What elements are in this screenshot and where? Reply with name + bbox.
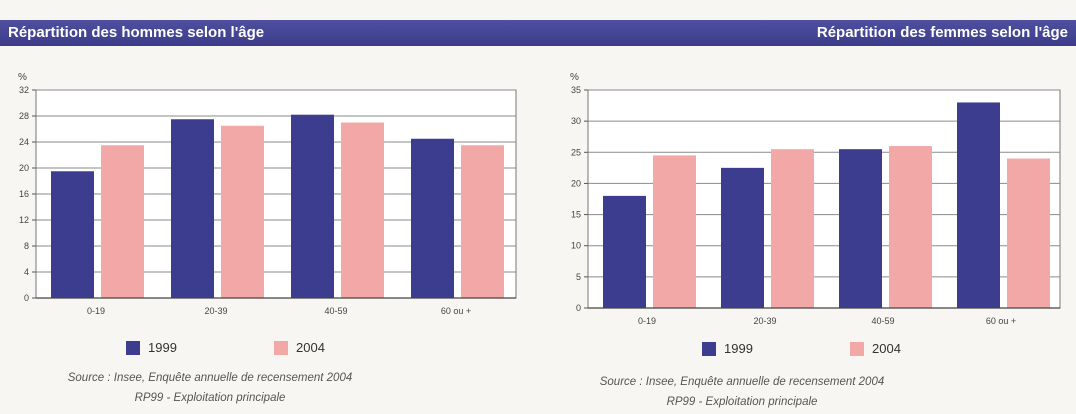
women-y-tick-label: 35 [571, 85, 581, 95]
men-y-tick-label: 32 [19, 85, 29, 95]
men-source-note: Source : Insee, Enquête annuelle de rece… [20, 368, 400, 408]
women-y-tick-label: 0 [576, 303, 581, 313]
women-chart-title: Répartition des femmes selon l'âge [816, 24, 1068, 41]
women-legend-label-1999: 1999 [724, 341, 753, 356]
women-bar-1999-0 [603, 195, 646, 308]
men-legend-swatch-2004 [274, 340, 288, 355]
men-legend-2004: 2004 [274, 340, 325, 355]
men-legend-label-1999: 1999 [148, 340, 177, 355]
women-y-axis-label: % [570, 72, 579, 83]
women-y-tick-label: 25 [571, 147, 581, 157]
women-x-tick-label: 0-19 [638, 316, 656, 326]
men-legend-label-2004: 2004 [296, 340, 325, 355]
women-y-tick-label: 30 [571, 116, 581, 126]
men-bar-1999-2 [291, 114, 334, 298]
women-legend-swatch-2004 [850, 341, 864, 356]
men-source-line-2: RP99 - Exploitation principale [134, 392, 286, 404]
men-x-tick-label: 60 ou + [441, 306, 471, 316]
men-y-tick-label: 12 [19, 215, 29, 225]
women-source-line-2: RP99 - Exploitation principale [666, 396, 818, 408]
men-y-tick-label: 16 [19, 189, 29, 199]
men-bar-2004-2 [341, 122, 384, 298]
men-bar-2004-1 [221, 125, 264, 298]
women-source-note: Source : Insee, Enquête annuelle de rece… [552, 372, 932, 412]
men-x-tick-label: 20-39 [204, 306, 227, 316]
men-chart-plot: 0 4 8 12 16 20 24 28 32% 0-19 20-39 40-59 60 ou + [18, 72, 517, 316]
women-bar-1999-2 [839, 149, 882, 308]
women-chart-plot: 0 5 10 15 20 25 30 35% 0-19 20-39 40-59 60 ou + [570, 72, 1061, 326]
women-bar-2004-0 [653, 155, 696, 308]
women-legend-label-2004: 2004 [872, 341, 901, 356]
men-x-tick-label: 0-19 [87, 306, 105, 316]
title-banner: Répartition des hommes selon l'âge Répar… [0, 20, 1076, 46]
women-bar-2004-1 [771, 149, 814, 308]
women-legend-1999: 1999 [702, 341, 753, 356]
men-y-axis-label: % [18, 72, 27, 83]
men-y-tick-label: 4 [24, 267, 29, 277]
men-bar-2004-0 [101, 145, 144, 298]
women-bar-2004-3 [1007, 158, 1050, 308]
women-bar-1999-1 [721, 167, 764, 308]
women-legend-2004: 2004 [850, 341, 901, 356]
women-y-tick-label: 5 [576, 272, 581, 282]
women-x-tick-label: 40-59 [871, 316, 894, 326]
men-bar-1999-1 [171, 119, 214, 298]
men-legend-swatch-1999 [126, 340, 140, 355]
men-y-tick-label: 20 [19, 163, 29, 173]
women-legend-swatch-1999 [702, 341, 716, 356]
women-bar-1999-3 [957, 102, 1000, 308]
women-y-tick-label: 15 [571, 210, 581, 220]
men-y-tick-label: 0 [24, 293, 29, 303]
men-legend-1999: 1999 [126, 340, 177, 355]
men-y-tick-label: 8 [24, 241, 29, 251]
men-source-line-1: Source : Insee, Enquête annuelle de rece… [67, 372, 353, 384]
women-x-tick-label: 60 ou + [986, 316, 1016, 326]
women-y-tick-label: 10 [571, 241, 581, 251]
men-y-tick-label: 28 [19, 111, 29, 121]
men-x-tick-label: 40-59 [324, 306, 347, 316]
women-source-line-1: Source : Insee, Enquête annuelle de rece… [599, 376, 885, 388]
women-x-tick-label: 20-39 [753, 316, 776, 326]
men-bar-1999-0 [51, 171, 94, 298]
men-bar-2004-3 [461, 145, 504, 298]
men-chart-title: Répartition des hommes selon l'âge [8, 24, 265, 41]
women-y-tick-label: 20 [571, 178, 581, 188]
women-bar-2004-2 [889, 146, 932, 308]
men-y-tick-label: 24 [19, 137, 29, 147]
men-bar-1999-3 [411, 138, 454, 298]
